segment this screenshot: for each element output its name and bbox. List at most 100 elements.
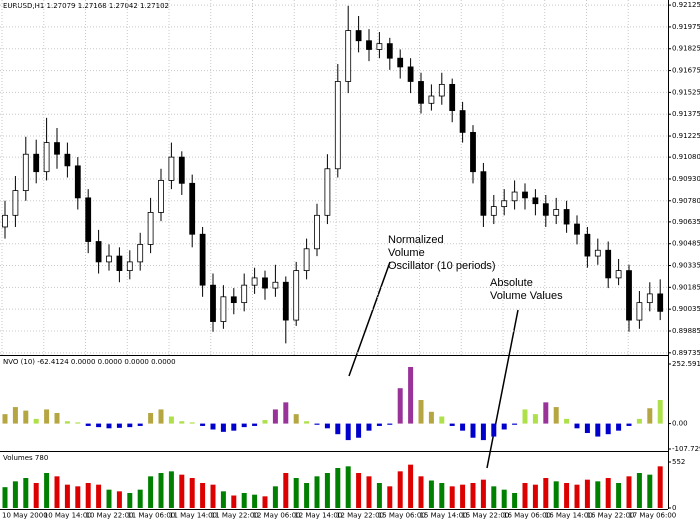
bar — [512, 423, 518, 425]
candle-body — [189, 182, 196, 235]
bar — [200, 483, 206, 508]
y-tick-label: 0.91975 — [672, 23, 700, 31]
bar — [366, 476, 372, 508]
y-tick-label: 0.91825 — [672, 45, 700, 53]
bar — [189, 478, 195, 508]
candle-body — [563, 209, 570, 225]
bar — [564, 418, 570, 424]
bar — [54, 476, 60, 508]
bar — [158, 409, 164, 424]
bar — [501, 489, 507, 508]
candle-body — [95, 241, 102, 263]
bar — [605, 423, 611, 435]
candle-body — [542, 203, 549, 216]
bar — [584, 423, 590, 434]
bar — [636, 418, 642, 424]
bar — [96, 423, 102, 428]
bar — [33, 418, 39, 424]
bar — [324, 423, 330, 429]
bar — [418, 399, 424, 424]
candle-body — [262, 277, 268, 289]
candle-body — [210, 284, 216, 322]
y-tick-label: 0.89735 — [672, 349, 700, 357]
candle-body — [407, 66, 414, 82]
bar — [408, 366, 414, 424]
x-tick-label: 11 May 22:00 — [211, 512, 259, 520]
bar — [116, 491, 122, 508]
candle-body — [2, 214, 8, 228]
candle-body — [584, 233, 591, 257]
candle-body — [314, 214, 320, 250]
bar — [345, 423, 351, 441]
candle-body — [64, 153, 71, 167]
bar — [553, 407, 559, 424]
bar — [428, 411, 434, 424]
bar — [439, 483, 445, 508]
bar — [647, 474, 653, 508]
annotation-arrow — [486, 309, 519, 469]
bar — [376, 423, 382, 426]
bar — [304, 483, 310, 508]
bar — [75, 422, 81, 424]
y-tick-label: 0.91375 — [672, 110, 700, 118]
candle-body — [54, 142, 60, 155]
candle-body — [345, 30, 352, 82]
candle-body — [418, 81, 424, 104]
bar — [210, 484, 216, 508]
x-tick-label: 15 May 06:00 — [378, 512, 426, 520]
candle-body — [459, 110, 466, 133]
bar — [241, 493, 247, 508]
bar — [2, 414, 8, 424]
annotation: Volume Values — [490, 290, 563, 302]
bar — [480, 479, 486, 508]
bar — [283, 402, 289, 424]
bar — [127, 493, 133, 508]
candle-body — [168, 156, 175, 181]
bar — [241, 423, 247, 428]
bar — [657, 466, 663, 508]
bar — [543, 478, 549, 508]
indicator-title: NVO (10) -62.4124 0.0000 0.0000 0.0000 0… — [3, 358, 176, 366]
bar — [532, 414, 538, 424]
bar — [387, 486, 393, 508]
candle-body — [646, 293, 653, 304]
y-tick-label: 0.91675 — [672, 67, 700, 75]
bar — [522, 409, 528, 424]
bar — [470, 423, 476, 438]
bar — [148, 412, 154, 424]
candle-body — [241, 284, 248, 304]
candle-body — [230, 296, 237, 304]
bar — [616, 483, 622, 508]
x-tick-label: 12 May 22:00 — [336, 512, 384, 520]
candle-body — [12, 190, 19, 216]
bar — [616, 423, 622, 431]
candle-body — [137, 244, 144, 263]
x-tick-label: 10 May 22:00 — [86, 512, 134, 520]
x-tick-label: 10 May 14:00 — [44, 512, 92, 520]
bar — [168, 471, 174, 508]
candle-body — [553, 209, 560, 216]
bar — [64, 421, 70, 424]
candle-body — [366, 40, 372, 50]
bar — [75, 486, 81, 508]
candle-body — [657, 293, 664, 312]
candle-body — [33, 153, 40, 173]
bar — [647, 408, 653, 424]
candle-body — [199, 233, 206, 286]
x-tick-label: 11 May 14:00 — [169, 512, 217, 520]
bar — [491, 486, 497, 508]
y-tick-label: 0 — [672, 504, 676, 512]
candle-body — [74, 165, 81, 199]
y-tick-label: 0.90035 — [672, 305, 700, 313]
bar — [314, 476, 320, 508]
bar — [44, 409, 50, 424]
bar — [168, 416, 174, 424]
y-tick-label: -107.729 — [672, 445, 700, 453]
annotation: Normalized — [388, 234, 444, 246]
bar — [12, 481, 18, 508]
bar — [491, 423, 497, 437]
candle-body — [178, 156, 185, 184]
candle-body — [449, 83, 456, 111]
y-tick-label: 0.91225 — [672, 132, 700, 140]
y-tick-label: 0.90485 — [672, 240, 700, 248]
